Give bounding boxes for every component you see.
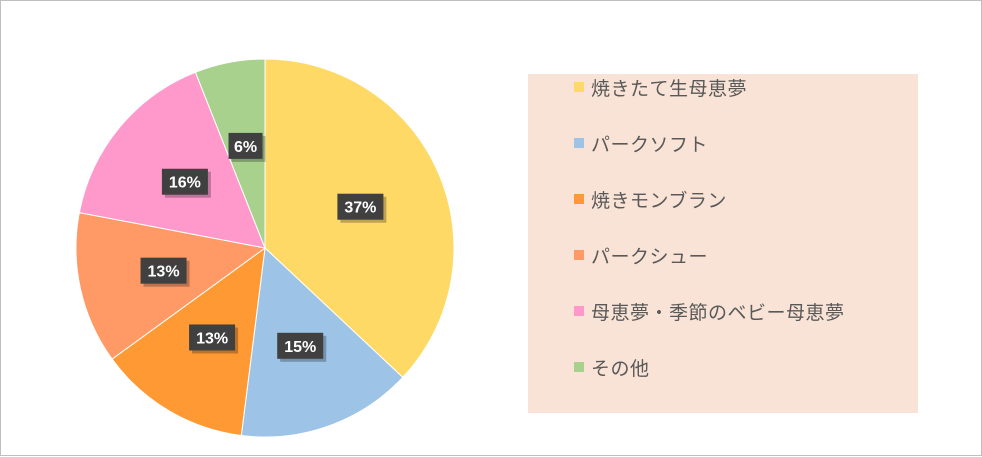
data-label: 13% (148, 264, 180, 281)
data-label-box (161, 168, 208, 195)
data-label: 15% (284, 339, 316, 356)
legend-swatch (574, 194, 584, 204)
pie-slice (78, 71, 266, 249)
legend-item: 焼きたて生母恵夢 (574, 73, 747, 101)
pie-slice (111, 246, 266, 437)
legend-label: パークソフト (591, 133, 709, 156)
legend-swatch (574, 82, 584, 92)
pie-slices (75, 58, 455, 438)
data-label: 6% (234, 139, 257, 156)
legend-label: 母恵夢・季節のベビー母恵夢 (591, 301, 845, 324)
legend-label: その他 (591, 357, 650, 380)
data-label-box (140, 257, 187, 284)
legend-swatch (574, 138, 584, 148)
legend-label: 焼きたて生母恵夢 (591, 77, 748, 100)
legend-item: 焼きモンブラン (574, 185, 727, 213)
legend-swatch (574, 250, 584, 260)
legend-swatch (574, 306, 584, 316)
legend-label: 焼きモンブラン (591, 189, 727, 212)
pie-slice (75, 212, 267, 360)
legend: 焼きたて生母恵夢 パークソフト 焼きモンブラン パークシュー 母恵夢・季節のベビ… (528, 74, 918, 413)
data-label: 13% (196, 330, 228, 347)
legend-label: パークシュー (591, 245, 709, 268)
data-label: 37% (344, 200, 376, 217)
data-label-box (228, 132, 263, 159)
data-label-box (277, 332, 324, 359)
data-label-box (189, 324, 236, 351)
pie-data-labels: 37% 15% 13% 13% 16% 6% (140, 132, 387, 362)
legend-swatch (574, 362, 584, 372)
data-label-box (337, 193, 384, 220)
legend-item: 母恵夢・季節のベビー母恵夢 (574, 297, 845, 325)
legend-item: その他 (574, 353, 650, 381)
data-label: 16% (169, 175, 201, 192)
legend-item: パークソフト (574, 129, 708, 157)
legend-item: パークシュー (574, 241, 708, 269)
